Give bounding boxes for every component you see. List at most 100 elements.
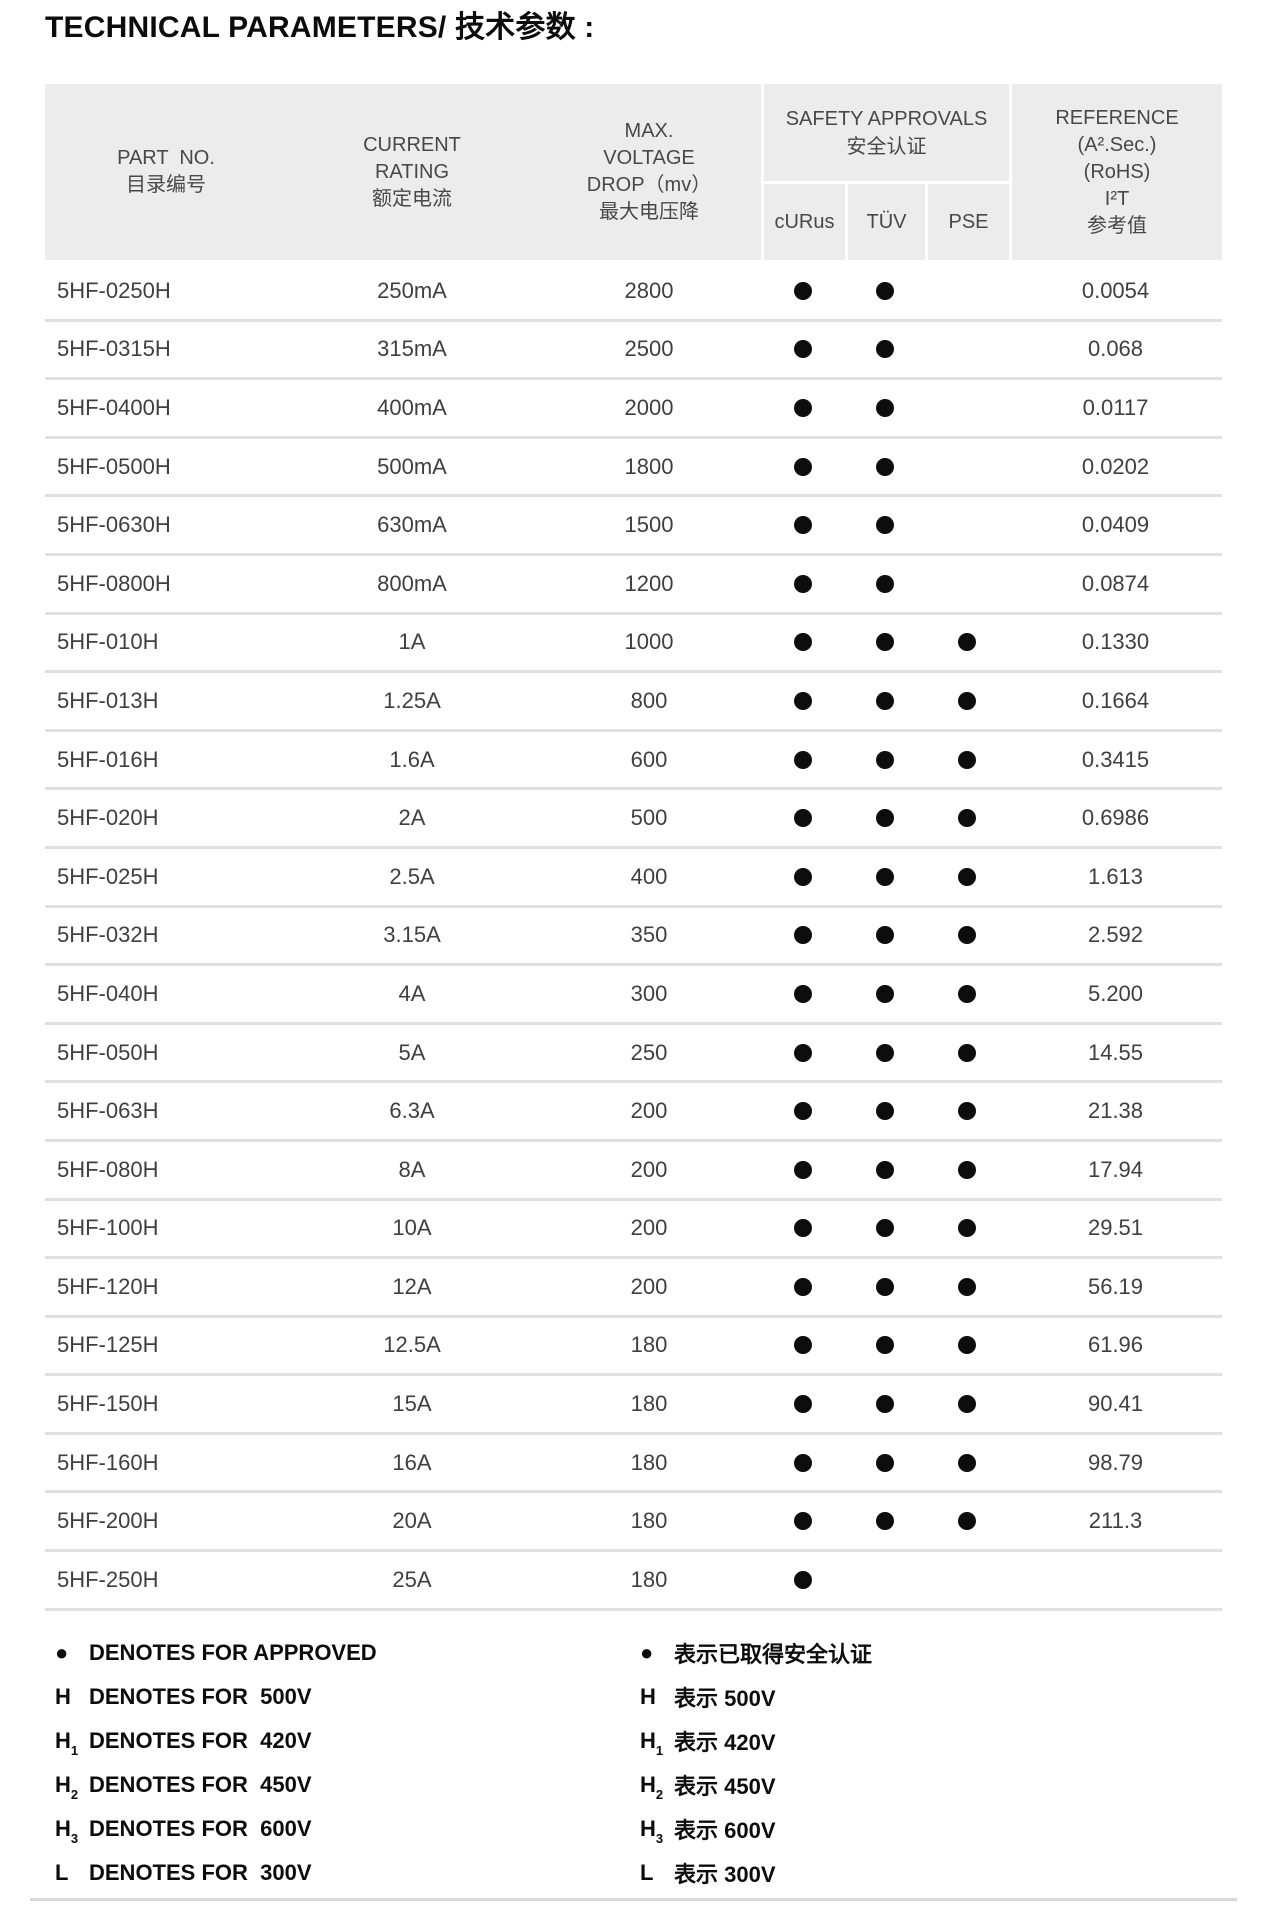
reference-cell: 0.1330 (1081, 629, 1150, 655)
curus-approval-cell (761, 1083, 845, 1139)
voltage-drop-cell: 250 (630, 1039, 668, 1065)
approved-dot-icon (958, 984, 976, 1003)
current-rating-cell: 3.15A (383, 922, 441, 948)
part-no-cell: 5HF-200H (57, 1508, 159, 1534)
tuv-approval-cell (845, 497, 925, 553)
reference-cell: 0.6986 (1081, 805, 1150, 831)
voltage-drop-cell: 350 (630, 922, 668, 948)
header-label: PART NO. (117, 147, 215, 169)
legend: ● DENOTES FOR APPROVED ● 表示已取得安全认证 H DEN… (45, 1631, 1222, 1895)
tuv-approval-cell (845, 1552, 925, 1608)
table-header: PART NO. 目录编号 CURRENT RATING 额定电流 MAX. V… (45, 84, 1222, 260)
pse-approval-cell (925, 1201, 1009, 1257)
pse-approval-cell (925, 615, 1009, 671)
part-no-cell: 5HF-0400H (57, 394, 171, 420)
curus-approval-cell (761, 263, 845, 319)
legend-item: H3 DENOTES FOR 600V H3 表示 600V (55, 1807, 1222, 1851)
legend-text-zh: 表示已取得安全认证 (674, 1641, 873, 1667)
legend-symbol-zh: ● (640, 1639, 654, 1665)
voltage-drop-cell: 180 (630, 1566, 668, 1592)
pse-approval-cell (925, 439, 1009, 495)
legend-text-en: DENOTES FOR 450V (89, 1771, 312, 1797)
part-no-cell: 5HF-050H (57, 1039, 159, 1065)
approved-dot-icon (876, 1160, 894, 1179)
legend-item: H DENOTES FOR 500V H 表示 500V (55, 1675, 1222, 1719)
tuv-approval-cell (845, 439, 925, 495)
approved-dot-icon (794, 984, 812, 1003)
approved-dot-icon (794, 1102, 812, 1121)
table-row: 5HF-100H 10A 200 29.51 (45, 1201, 1222, 1260)
approved-dot-icon (876, 574, 894, 593)
part-no-cell: 5HF-020H (57, 805, 159, 831)
approved-dot-icon (958, 809, 976, 828)
current-rating-cell: 6.3A (389, 1098, 435, 1124)
table-row: 5HF-0630H 630mA 1500 0.0409 (45, 497, 1222, 556)
tuv-approval-cell (845, 263, 925, 319)
column-header-part-no: PART NO. 目录编号 (45, 84, 287, 260)
pse-approval-cell (925, 1025, 1009, 1081)
tuv-approval-cell (845, 1142, 925, 1198)
part-no-cell: 5HF-016H (57, 746, 159, 772)
sub-column-curus: cURus (764, 184, 845, 260)
current-rating-cell: 800mA (377, 570, 447, 596)
table-row: 5HF-013H 1.25A 800 0.1664 (45, 673, 1222, 732)
approved-dot-icon (876, 1277, 894, 1296)
approved-dot-icon (794, 1043, 812, 1062)
voltage-drop-cell: 400 (630, 863, 668, 889)
approved-dot-icon (794, 457, 812, 476)
tuv-approval-cell (845, 732, 925, 788)
table-row: 5HF-200H 20A 180 211.3 (45, 1493, 1222, 1553)
voltage-drop-cell: 180 (630, 1391, 668, 1417)
legend-english: ● DENOTES FOR APPROVED (55, 1640, 640, 1666)
reference-cell: 0.0202 (1081, 453, 1150, 479)
reference-cell: 90.41 (1087, 1391, 1144, 1417)
reference-cell: 0.1664 (1081, 687, 1150, 713)
safety-sub-columns: cURus TÜV PSE (764, 184, 1009, 260)
legend-text-zh: 表示 450V (674, 1773, 776, 1799)
voltage-drop-cell: 600 (630, 746, 668, 772)
pse-approval-cell (925, 1376, 1009, 1432)
tuv-approval-cell (845, 1083, 925, 1139)
approved-dot-icon (794, 574, 812, 593)
current-rating-cell: 12.5A (383, 1332, 441, 1358)
legend-text-en: DENOTES FOR 600V (89, 1815, 312, 1841)
table-row: 5HF-250H 25A 180 (45, 1552, 1222, 1611)
approved-dot-icon (794, 691, 812, 710)
table-row: 5HF-160H 16A 180 98.79 (45, 1435, 1222, 1494)
current-rating-cell: 10A (392, 1215, 432, 1241)
current-rating-cell: 1.6A (389, 746, 435, 772)
voltage-drop-cell: 2000 (624, 394, 674, 420)
header-label: I²T (1104, 187, 1130, 210)
curus-approval-cell (761, 1201, 845, 1257)
part-no-cell: 5HF-120H (57, 1273, 159, 1299)
reference-cell: 1.613 (1087, 863, 1144, 889)
reference-cell: 0.0117 (1082, 394, 1149, 420)
approved-dot-icon (876, 1453, 894, 1472)
curus-approval-cell (761, 849, 845, 905)
header-label: 目录编号 (126, 174, 206, 196)
approved-dot-icon (958, 691, 976, 710)
current-rating-cell: 1A (398, 629, 426, 655)
approved-dot-icon (794, 1219, 812, 1238)
tuv-approval-cell (845, 790, 925, 846)
header-label: SAFETY APPROVALS (785, 107, 988, 130)
part-no-cell: 5HF-025H (57, 863, 159, 889)
voltage-drop-cell: 1500 (624, 512, 674, 538)
current-rating-cell: 25A (392, 1566, 432, 1592)
tuv-approval-cell (845, 1493, 925, 1549)
sub-column-tuv: TÜV (848, 184, 925, 260)
reference-cell: 0.068 (1087, 336, 1144, 362)
voltage-drop-cell: 2500 (624, 336, 674, 362)
curus-approval-cell (761, 790, 845, 846)
voltage-drop-cell: 300 (630, 980, 668, 1006)
pse-approval-cell (925, 1142, 1009, 1198)
part-no-cell: 5HF-250H (57, 1566, 159, 1592)
legend-symbol-en: L (55, 1859, 69, 1885)
part-no-cell: 5HF-150H (57, 1391, 159, 1417)
part-no-cell: 5HF-160H (57, 1449, 159, 1475)
approved-dot-icon (958, 750, 976, 769)
approved-dot-icon (958, 1277, 976, 1296)
voltage-drop-cell: 1200 (624, 570, 674, 596)
legend-chinese: H2 表示 450V (640, 1769, 776, 1801)
